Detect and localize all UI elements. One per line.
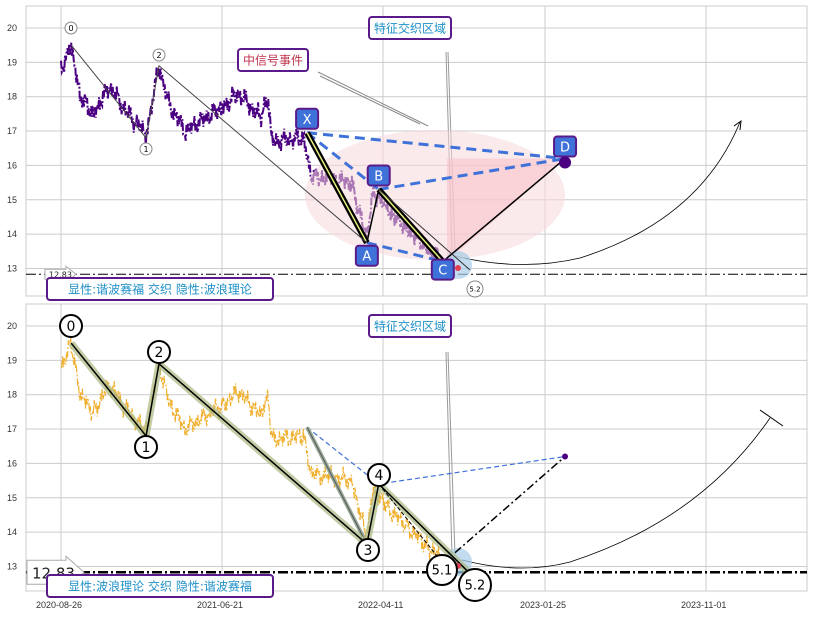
wave-line <box>378 483 444 564</box>
harmonic-point-label: A <box>362 250 371 265</box>
x-tick-label: 2023-11-01 <box>681 600 726 610</box>
support-label: 12.83 <box>49 270 72 279</box>
projection-end-tick <box>759 409 784 427</box>
panel-bottom: 131415161718192012.83012345.15.2特征交织区域显性… <box>7 303 808 610</box>
harmonic-point-label: D <box>560 141 570 156</box>
arrow-icon <box>733 119 742 131</box>
wave-label-2-circle <box>152 48 166 62</box>
harmonic-dashed-leg <box>306 131 566 161</box>
wave-line <box>378 189 471 271</box>
wave-label-0-circle <box>64 21 78 35</box>
wave-label-5.2-circle <box>466 280 484 298</box>
y-tick-label: 15 <box>7 195 17 205</box>
event-label-box <box>237 48 309 72</box>
wave-label-2: 2 <box>156 51 161 60</box>
y-tick-label: 18 <box>7 390 17 400</box>
y-tick-label: 19 <box>7 355 17 365</box>
wave-label-1-circle <box>139 142 153 156</box>
x-tick-label: 2022-04-11 <box>358 600 403 610</box>
harmonic-leg <box>366 189 380 243</box>
x-tick-label: 2020-08-26 <box>36 600 82 610</box>
zone-label-box <box>368 314 452 338</box>
wave-label-5.2-circle <box>458 568 492 602</box>
y-tick-label: 20 <box>7 23 17 33</box>
y-tick-label: 16 <box>7 458 17 468</box>
y-tick-label: 13 <box>7 561 17 571</box>
event-arrow <box>317 71 429 127</box>
x-tick-label: 2023-01-25 <box>520 600 566 610</box>
wave-label-4: 4 <box>375 468 384 484</box>
y-tick-label: 20 <box>7 321 17 331</box>
harmonic-point-label: B <box>374 169 383 184</box>
wave-line <box>70 342 471 574</box>
signal-dot <box>455 265 461 271</box>
panel-top: 13 14 15 16 17 18 19 20 12.83 X A B C D 0 1 2 5.2 特征交织区域中信… <box>7 5 808 301</box>
harmonic-point-C-box <box>430 258 455 281</box>
wave-label-1-circle <box>134 435 158 459</box>
harmonic-dashed-leg <box>366 241 444 264</box>
point-d-dot <box>562 453 569 460</box>
wave-label-1: 1 <box>142 440 151 456</box>
harmonic-point-label: X <box>303 113 312 128</box>
wave-label-5.1-circle <box>426 554 458 586</box>
legend-label-box <box>46 277 274 301</box>
wave-label-4-circle <box>367 463 391 487</box>
projection-arc <box>461 417 771 569</box>
y-tick-label: 15 <box>7 493 17 503</box>
harmonic-leg <box>306 427 368 545</box>
wave-label-0-circle <box>59 314 83 338</box>
wave-label-1: 1 <box>143 145 148 154</box>
zone-arrow <box>445 351 456 556</box>
harmonic-point-X-box <box>295 107 320 130</box>
wave-label-3-circle <box>356 538 380 562</box>
wave-label-5.1: 5.1 <box>432 564 453 579</box>
projection-arc <box>454 121 741 265</box>
harmonic-point-A-box <box>354 244 379 267</box>
y-tick-label: 14 <box>7 527 17 537</box>
legend-label: 显性:波浪理论 交织 隐性:谐波赛福 <box>68 578 252 593</box>
y-tick-label: 17 <box>7 424 17 434</box>
harmonic-leg-highlight <box>306 132 368 244</box>
x-tick-label: 2021-06-21 <box>197 600 243 610</box>
wave-label-5.2: 5.2 <box>465 579 486 594</box>
wave-label-5.2: 5.2 <box>469 286 480 294</box>
wave-line <box>70 44 368 244</box>
event-label: 中信号事件 <box>243 52 303 67</box>
y-tick-label: 13 <box>7 263 17 273</box>
zone-label: 特征交织区域 <box>374 20 446 35</box>
harmonic-leg <box>442 157 566 263</box>
wave-label-2-circle <box>147 340 171 364</box>
legend-label: 显性:谐波赛福 交织 隐性:波浪理论 <box>68 281 252 296</box>
zone-label-box <box>368 16 452 40</box>
wave-label-2: 2 <box>155 345 164 361</box>
y-tick-label: 16 <box>7 160 17 170</box>
harmonic-point-label: C <box>438 264 447 279</box>
y-tick-label: 17 <box>7 126 17 136</box>
wave-label-0: 0 <box>67 319 76 335</box>
point-d-dot <box>559 156 572 169</box>
zone-label: 特征交织区域 <box>374 318 446 333</box>
wave-label-0: 0 <box>68 24 73 33</box>
y-tick-label: 14 <box>7 229 17 239</box>
y-tick-label: 19 <box>7 57 17 67</box>
harmonic-point-B-box <box>366 164 391 187</box>
y-tick-label: 18 <box>7 92 17 102</box>
legend-label-box <box>46 574 274 598</box>
wave-label-3: 3 <box>364 543 373 559</box>
harmonic-leg-highlight <box>378 188 444 263</box>
